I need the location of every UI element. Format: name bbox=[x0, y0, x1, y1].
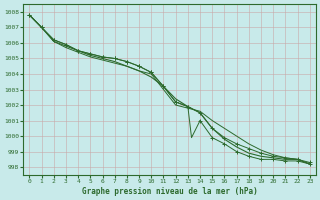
X-axis label: Graphe pression niveau de la mer (hPa): Graphe pression niveau de la mer (hPa) bbox=[82, 187, 258, 196]
